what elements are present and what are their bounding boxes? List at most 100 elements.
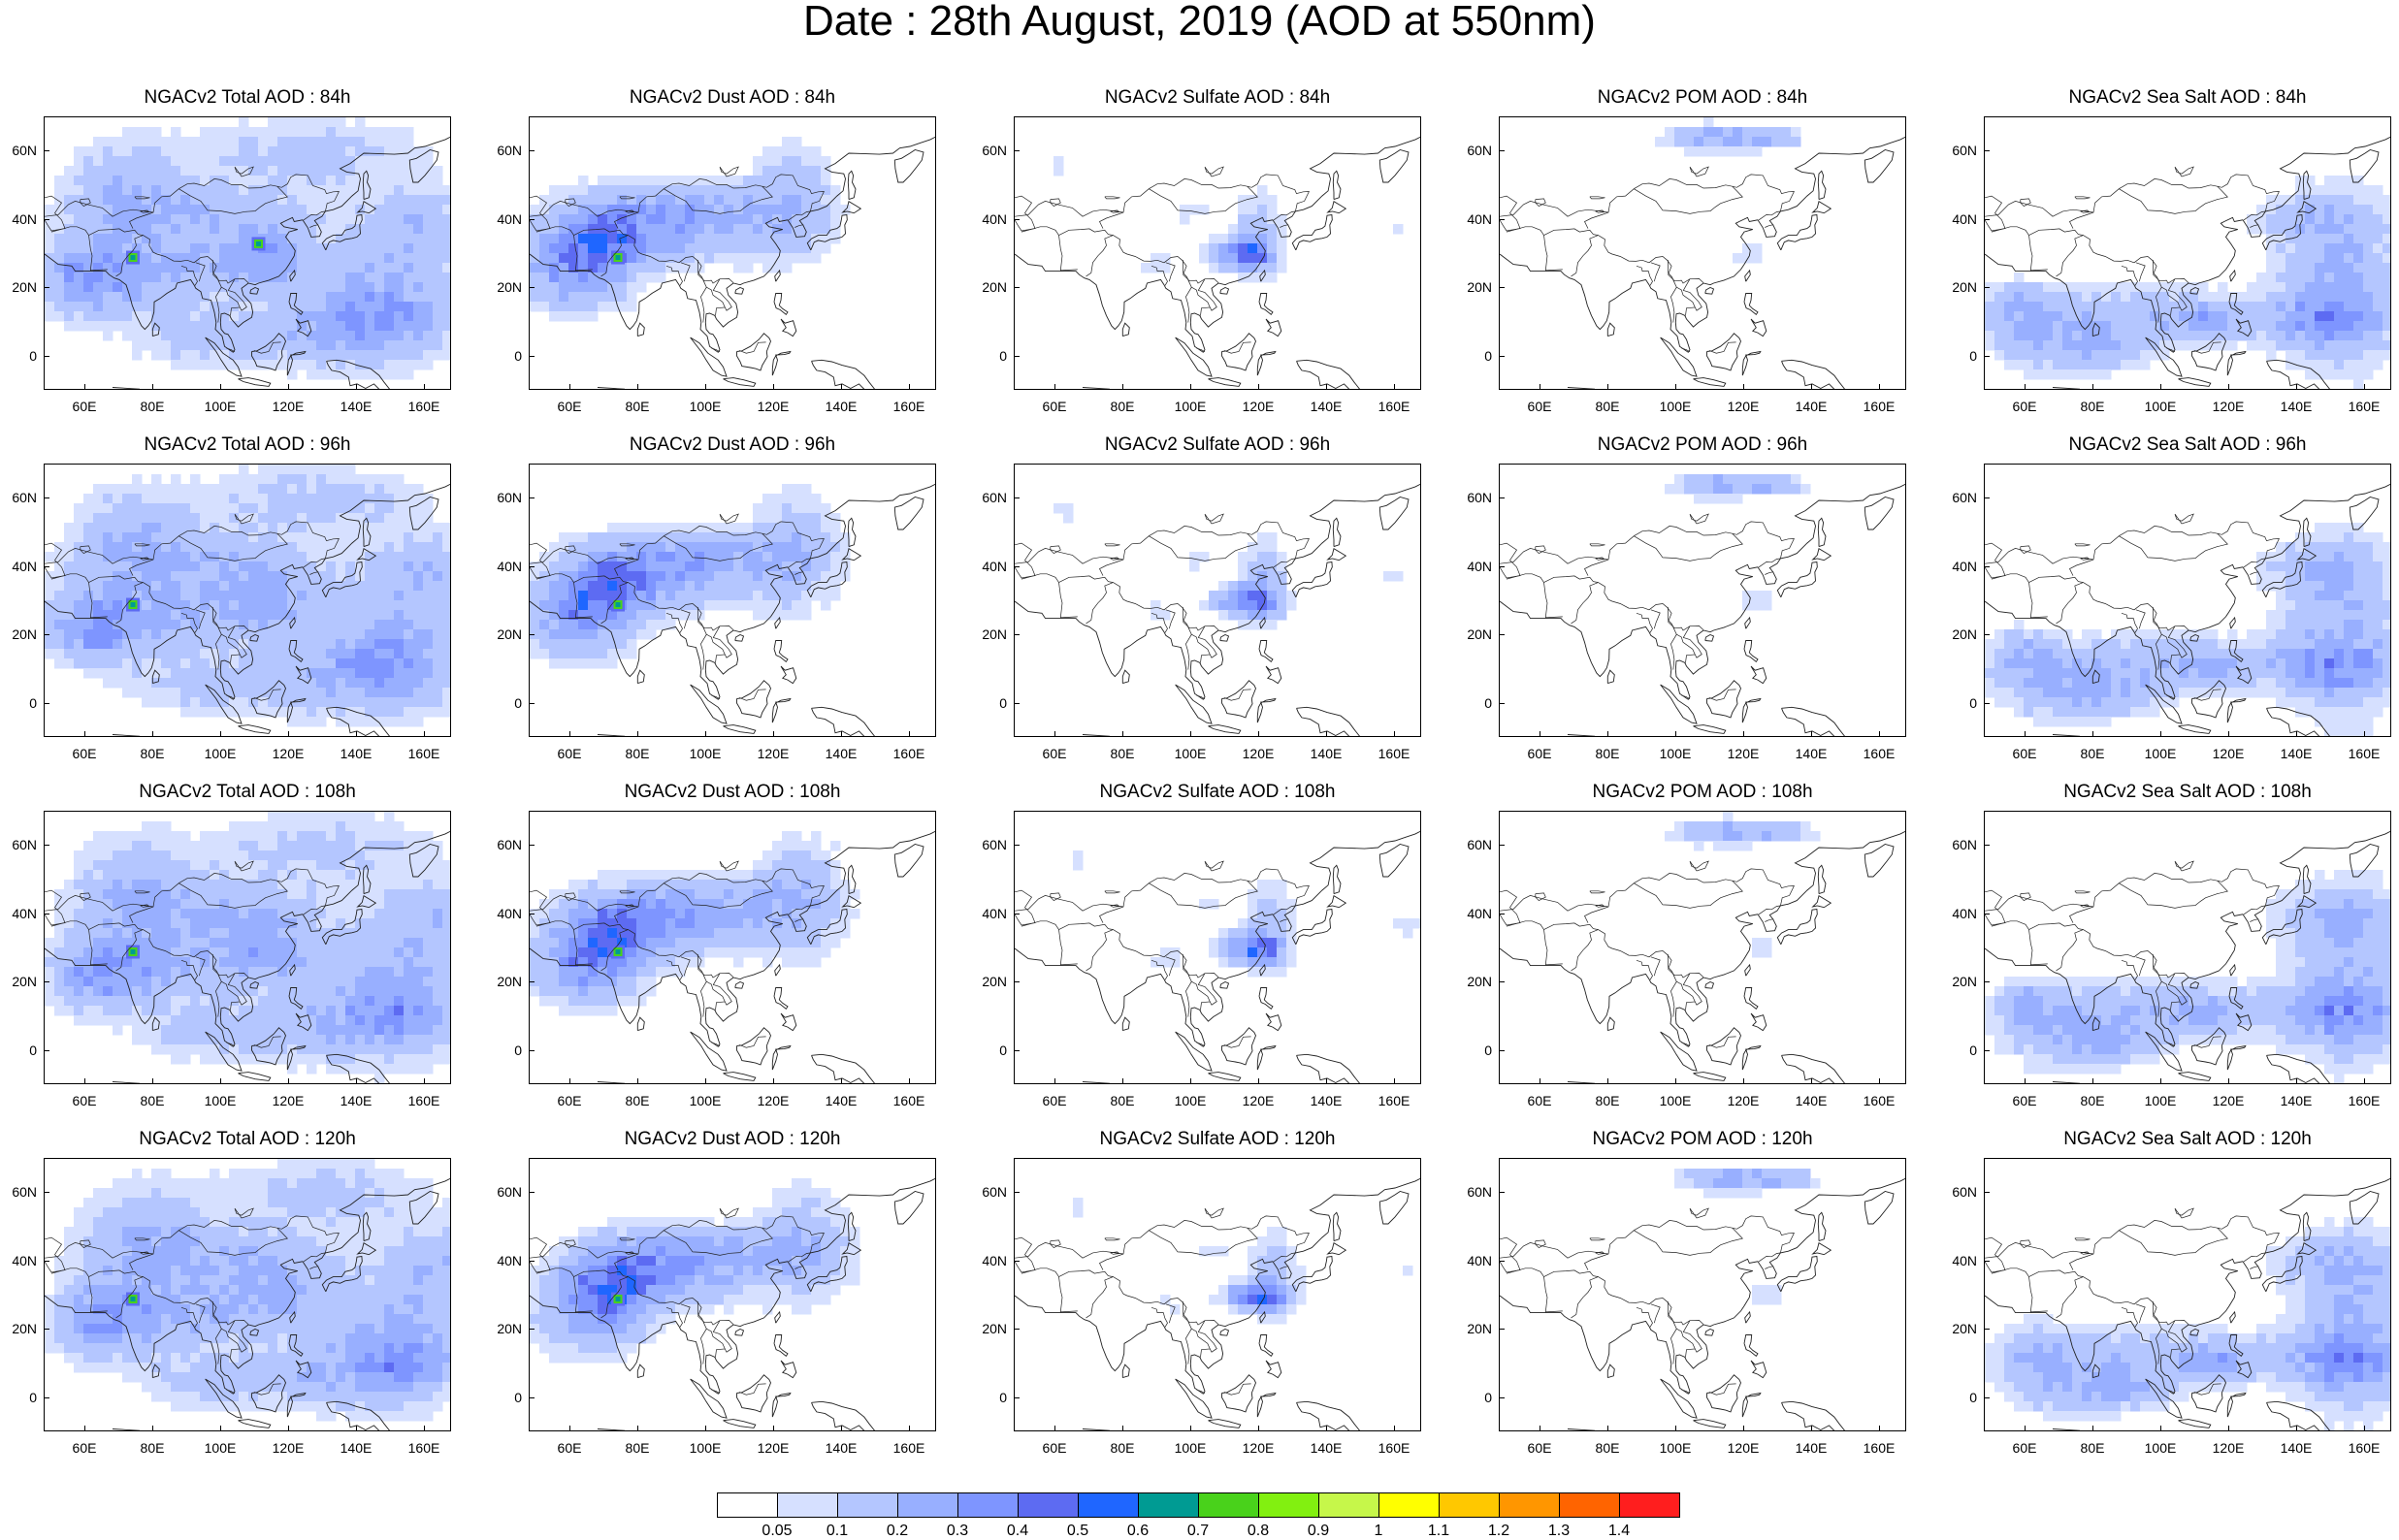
map-panel: NGACv2 Total AOD : 120h 60N 40N 20N 0 60E 80E 1… bbox=[0, 1129, 485, 1468]
coastline bbox=[1258, 987, 1274, 1011]
country-border bbox=[1506, 226, 1544, 236]
latitude-tick bbox=[1014, 497, 1020, 499]
coastline bbox=[408, 844, 439, 878]
colorbar-swatch bbox=[1439, 1492, 1500, 1518]
coastline bbox=[251, 333, 286, 371]
country-border bbox=[1650, 956, 1661, 977]
coastline bbox=[1015, 483, 1420, 700]
coastline bbox=[2191, 333, 2226, 371]
coastline bbox=[2189, 633, 2200, 642]
coastline bbox=[2191, 1374, 2226, 1413]
country-border bbox=[1058, 1269, 1219, 1326]
country-border bbox=[1571, 929, 1599, 972]
latitude-label: 20N bbox=[497, 1321, 522, 1337]
country-border bbox=[614, 1253, 639, 1270]
latitude-tick bbox=[529, 634, 535, 636]
coastline bbox=[734, 980, 745, 989]
longitude-label: 140E bbox=[340, 399, 373, 414]
country-border bbox=[794, 224, 804, 228]
coastline bbox=[2235, 318, 2253, 337]
latitude-label: 60N bbox=[1467, 1184, 1492, 1201]
latitude-label: 20N bbox=[1467, 974, 1492, 990]
country-border bbox=[1543, 1276, 1563, 1313]
latitude-tick bbox=[1014, 150, 1020, 152]
latitude-tick bbox=[1014, 702, 1020, 704]
longitude-tick bbox=[569, 384, 570, 390]
longitude-label: 100E bbox=[1659, 399, 1692, 414]
coastline bbox=[1175, 1378, 1213, 1419]
country-border bbox=[1021, 920, 1059, 930]
latitude-tick bbox=[1984, 150, 1990, 152]
latitude-tick bbox=[44, 1396, 49, 1398]
latitude-tick bbox=[1014, 1192, 1020, 1194]
longitude-tick bbox=[841, 1426, 842, 1431]
coastline bbox=[847, 170, 857, 201]
country-border bbox=[788, 558, 811, 568]
country-border bbox=[1636, 1306, 1653, 1328]
longitude-label: 140E bbox=[825, 1440, 858, 1456]
latitude-tick bbox=[1984, 355, 1990, 357]
panel-title: NGACv2 Total AOD : 96h bbox=[144, 434, 351, 455]
latitude-label: 20N bbox=[982, 279, 1007, 296]
longitude-label: 140E bbox=[2280, 746, 2313, 761]
longitude-tick bbox=[1054, 1426, 1055, 1431]
lake-outline bbox=[1204, 513, 1224, 525]
longitude-label: 60E bbox=[2012, 746, 2037, 761]
coastline bbox=[1259, 616, 1266, 629]
coastline bbox=[45, 483, 450, 700]
coastline bbox=[734, 1328, 745, 1336]
longitude-label: 140E bbox=[1795, 1440, 1828, 1456]
country-border bbox=[180, 265, 198, 286]
lake-outline bbox=[80, 892, 91, 902]
country-border bbox=[88, 582, 108, 619]
longitude-label: 100E bbox=[689, 746, 722, 761]
latitude-label: 40N bbox=[1467, 558, 1492, 574]
coastline bbox=[1256, 1044, 1277, 1071]
latitude-tick bbox=[1499, 1329, 1505, 1331]
colorbar-swatch bbox=[957, 1492, 1019, 1518]
latitude-label: 60N bbox=[12, 143, 37, 159]
aod-field bbox=[1985, 136, 2390, 389]
coastline bbox=[1817, 170, 1827, 201]
longitude-tick bbox=[1394, 1078, 1395, 1084]
country-border bbox=[1634, 185, 1743, 214]
longitude-label: 140E bbox=[1310, 1093, 1343, 1108]
aod-shading bbox=[530, 1178, 860, 1364]
country-border bbox=[178, 1227, 288, 1256]
longitude-label: 100E bbox=[204, 399, 237, 414]
country-border bbox=[303, 905, 326, 915]
longitude-tick bbox=[705, 731, 706, 737]
latitude-tick bbox=[1014, 565, 1020, 567]
coastline bbox=[771, 1044, 792, 1071]
coastline bbox=[734, 286, 745, 295]
longitude-tick bbox=[1607, 731, 1608, 737]
coastline bbox=[1693, 724, 1727, 734]
coastline bbox=[326, 359, 390, 389]
lake-outline bbox=[80, 198, 91, 208]
lake-outline bbox=[1985, 1236, 2006, 1273]
coastline bbox=[1378, 149, 1410, 183]
lake-outline bbox=[2174, 513, 2194, 525]
country-border bbox=[1058, 228, 1219, 284]
country-border bbox=[1086, 1276, 1114, 1319]
longitude-tick bbox=[1122, 384, 1123, 390]
map-frame bbox=[44, 464, 451, 737]
map-panel: NGACv2 Dust AOD : 120h 60N 40N 20N 0 60E 80E 10… bbox=[485, 1129, 970, 1468]
country-border bbox=[1500, 1215, 1795, 1259]
map-frame bbox=[1499, 464, 1906, 737]
coastline bbox=[2226, 1044, 2247, 1071]
longitude-tick bbox=[2364, 384, 2365, 390]
coastline bbox=[1221, 680, 1256, 719]
coastline bbox=[2189, 286, 2200, 295]
aod-field bbox=[1500, 812, 1905, 1083]
country-border bbox=[2161, 1328, 2181, 1358]
coastline bbox=[806, 561, 848, 597]
map-panel: NGACv2 POM AOD : 96h 60N 40N 20N 0 60E 80E 100E… bbox=[1455, 434, 1940, 774]
coastline bbox=[2052, 1081, 2081, 1083]
coastline bbox=[1781, 359, 1845, 389]
country-border bbox=[1021, 573, 1059, 583]
coastline bbox=[1776, 561, 1818, 597]
lake-outline bbox=[1050, 545, 1061, 555]
aod-field bbox=[1985, 1177, 2390, 1430]
country-border bbox=[711, 1042, 721, 1047]
